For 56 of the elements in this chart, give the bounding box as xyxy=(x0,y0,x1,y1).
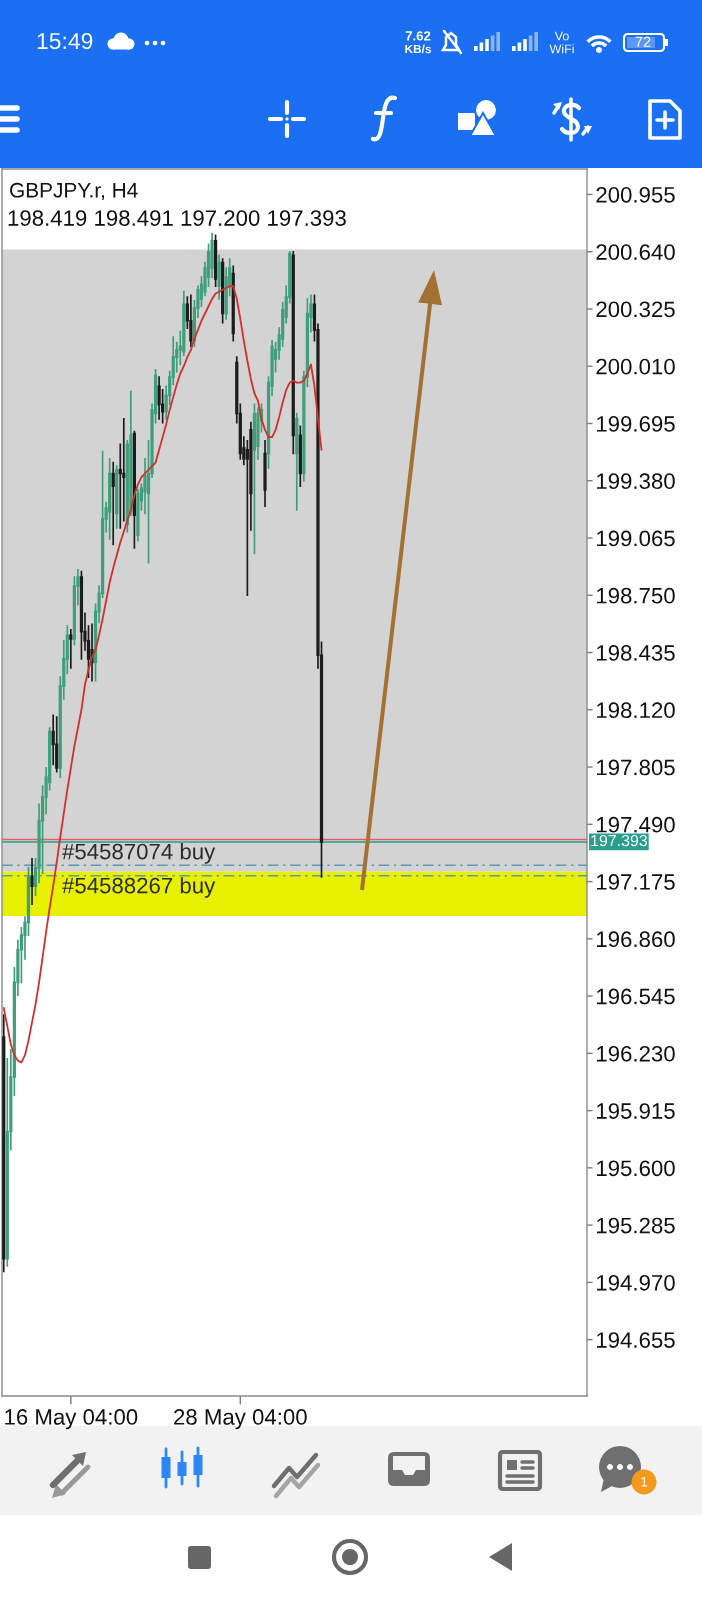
text: WiFi xyxy=(549,44,574,54)
candlestick xyxy=(231,265,235,342)
candlestick xyxy=(221,258,225,324)
y-tick-label: 196.545 xyxy=(597,988,675,1005)
ref-line-label: 197.393 xyxy=(591,834,648,847)
y-tick-label: 197.490 xyxy=(597,816,675,833)
candlestick xyxy=(298,425,302,488)
y-tick-label: 194.655 xyxy=(597,1332,675,1348)
candlestick xyxy=(79,570,84,660)
text: 7.62 xyxy=(405,31,431,41)
x-tick-label: 16 May 04:00 xyxy=(5,1409,138,1430)
candlestick xyxy=(263,439,267,508)
text: 15:49 xyxy=(37,32,93,50)
x-tick-label: 28 May 04:00 xyxy=(174,1409,307,1430)
y-tick-label: 198.435 xyxy=(597,645,675,661)
y-tick-label: 200.010 xyxy=(596,358,675,375)
y-tick-label: 199.065 xyxy=(597,530,675,547)
candlestick xyxy=(295,412,299,511)
text: KB/s xyxy=(405,44,431,54)
y-tick-label: 198.750 xyxy=(597,587,675,604)
y-tick-label: 200.955 xyxy=(596,186,675,203)
candlestick xyxy=(108,458,112,540)
candlestick xyxy=(90,623,94,682)
y-tick-label: 200.325 xyxy=(596,301,675,318)
y-tick-label: 195.915 xyxy=(597,1103,675,1119)
y-tick-label: 199.380 xyxy=(597,473,675,490)
y-tick-label: 195.285 xyxy=(597,1217,675,1234)
candlestick xyxy=(69,628,73,669)
text: GBPJPY.r, H4 xyxy=(10,182,138,201)
candlestick xyxy=(213,234,218,288)
y-tick-label: 194.970 xyxy=(597,1274,675,1291)
candlestick xyxy=(252,403,257,555)
y-tick-label: 198.120 xyxy=(597,702,675,719)
ref-line-label: #54588267 buy xyxy=(62,877,216,898)
y-tick-label: 196.230 xyxy=(597,1045,675,1062)
y-tick-label: 195.600 xyxy=(597,1160,675,1177)
candlestick xyxy=(115,465,119,529)
text: Vo xyxy=(554,31,569,41)
y-tick-label: 196.860 xyxy=(597,931,675,948)
candlestick xyxy=(217,254,221,300)
candlestick xyxy=(189,294,193,348)
line-series xyxy=(2,285,323,1064)
candlestick xyxy=(111,461,115,546)
candlestick xyxy=(55,716,59,773)
y-tick-label: 197.175 xyxy=(597,874,675,890)
text: 72 xyxy=(635,36,651,47)
y-tick-label: 197.805 xyxy=(597,759,675,776)
candlestick xyxy=(157,376,161,420)
candlestick xyxy=(2,1014,6,1273)
text: 1 xyxy=(641,1477,648,1487)
y-tick-label: 199.695 xyxy=(597,416,675,432)
y-tick-label: 200.640 xyxy=(596,244,675,260)
candlestick xyxy=(30,858,34,906)
candlestick xyxy=(291,250,295,455)
ref-line-label: #54587074 buy xyxy=(62,843,216,864)
text: 198.419 198.491 197.200 197.393 xyxy=(8,210,346,226)
